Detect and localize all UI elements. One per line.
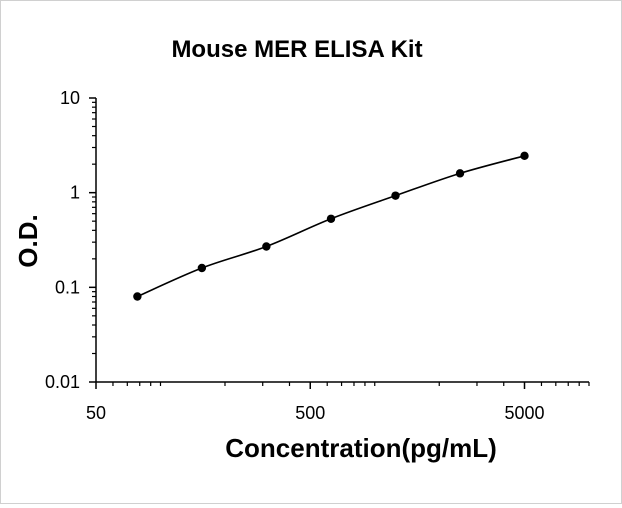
x-axis-title: Concentration(pg/mL) bbox=[225, 433, 497, 463]
data-point bbox=[391, 191, 400, 200]
y-tick-label: 10 bbox=[60, 88, 80, 108]
fit-curve bbox=[137, 155, 525, 298]
data-point bbox=[133, 292, 142, 301]
x-tick-label: 50 bbox=[86, 403, 106, 423]
y-tick-label: 0.1 bbox=[55, 277, 80, 297]
x-ticks bbox=[95, 382, 590, 389]
axes bbox=[95, 98, 589, 383]
y-ticks bbox=[89, 97, 96, 383]
y-axis-title: O.D. bbox=[13, 214, 43, 267]
x-tick-label: 500 bbox=[295, 403, 325, 423]
data-point bbox=[326, 214, 336, 223]
y-tick-labels: 0.01 0.1 1 10 bbox=[45, 88, 80, 392]
chart-title: Mouse MER ELISA Kit bbox=[171, 36, 422, 63]
x-tick-labels: 50 500 5000 bbox=[86, 403, 545, 423]
data-point bbox=[520, 151, 529, 161]
data-point bbox=[262, 242, 271, 251]
x-tick-label: 5000 bbox=[504, 403, 544, 423]
data-points bbox=[133, 151, 529, 301]
data-point bbox=[197, 263, 207, 273]
data-point bbox=[455, 169, 465, 178]
y-tick-label: 0.01 bbox=[45, 372, 80, 392]
y-tick-label: 1 bbox=[70, 183, 80, 203]
